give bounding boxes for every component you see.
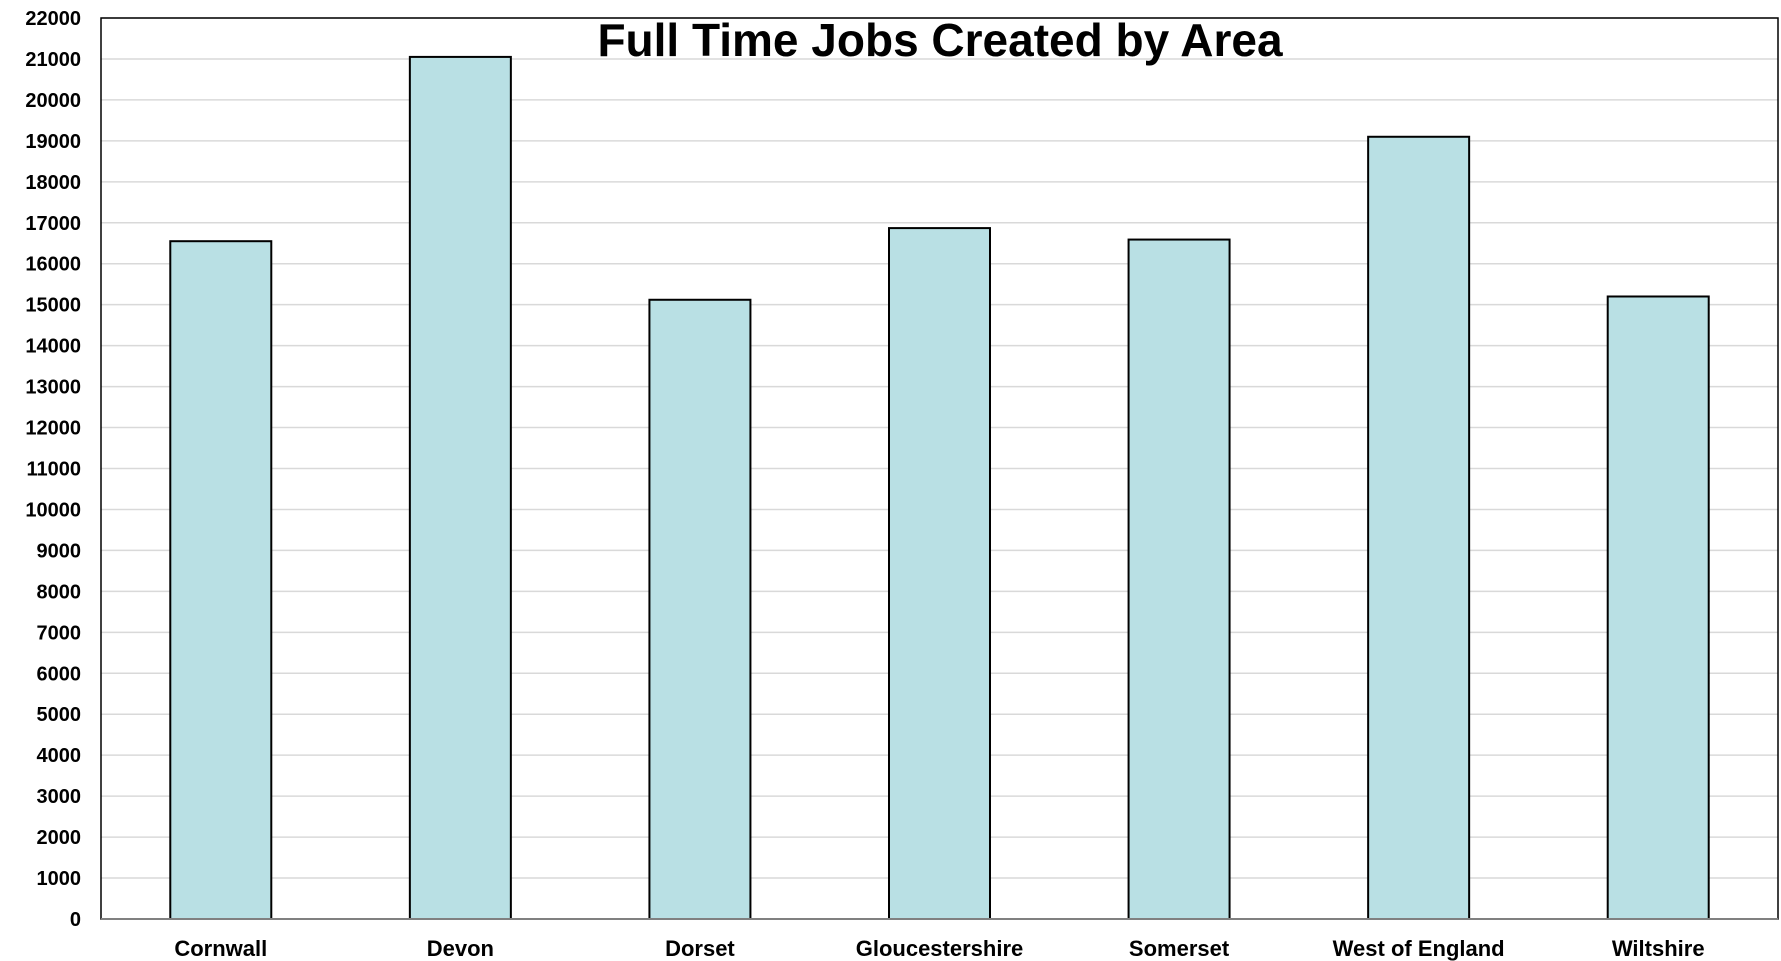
x-axis-category-labels: Cornwall Devon Dorset Gloucestershire Somers…	[174, 936, 1704, 961]
y-tick-label: 11000	[26, 459, 81, 481]
y-tick-label: 9000	[37, 540, 82, 562]
x-category-label: Cornwall	[174, 936, 267, 961]
bar	[1606, 295, 1710, 920]
y-tick-label: 22000	[25, 8, 81, 30]
x-category-label: Gloucestershire	[856, 936, 1024, 961]
y-tick-label: 19000	[25, 131, 81, 153]
y-tick-label: 0	[70, 909, 81, 931]
x-category-label: Somerset	[1129, 936, 1230, 961]
y-tick-label: 14000	[25, 336, 81, 358]
x-category-label: West of England	[1333, 936, 1505, 961]
bar	[888, 227, 991, 921]
y-tick-label: 20000	[25, 90, 81, 112]
bar	[408, 55, 512, 921]
y-tick-label: 7000	[37, 622, 82, 644]
y-tick-label: 15000	[25, 295, 81, 317]
y-tick-label: 17000	[25, 213, 81, 235]
y-tick-label: 1000	[37, 868, 82, 890]
y-tick-label: 13000	[25, 377, 81, 399]
y-tick-label: 8000	[37, 581, 82, 603]
y-axis-ticks: 0 1000 2000 3000 4000 5000 6000 7000 8000 9000 100…	[25, 8, 81, 931]
bar	[1367, 135, 1471, 920]
bar	[1127, 238, 1231, 920]
bars	[169, 55, 1710, 921]
y-tick-label: 21000	[25, 49, 81, 71]
y-tick-label: 6000	[37, 663, 82, 685]
y-tick-label: 16000	[25, 254, 81, 276]
bar	[648, 298, 752, 920]
y-tick-label: 4000	[37, 745, 82, 767]
x-category-label: Wiltshire	[1612, 936, 1705, 961]
y-tick-label: 12000	[25, 418, 81, 440]
x-category-label: Dorset	[665, 936, 735, 961]
x-category-label: Devon	[427, 936, 494, 961]
y-tick-label: 5000	[37, 704, 82, 726]
y-tick-label: 18000	[25, 172, 81, 194]
chart-title: Full Time Jobs Created by Area	[597, 14, 1283, 66]
y-tick-label: 3000	[37, 786, 82, 808]
bar	[169, 240, 273, 920]
y-tick-label: 10000	[25, 499, 81, 521]
y-tick-label: 2000	[37, 827, 82, 849]
